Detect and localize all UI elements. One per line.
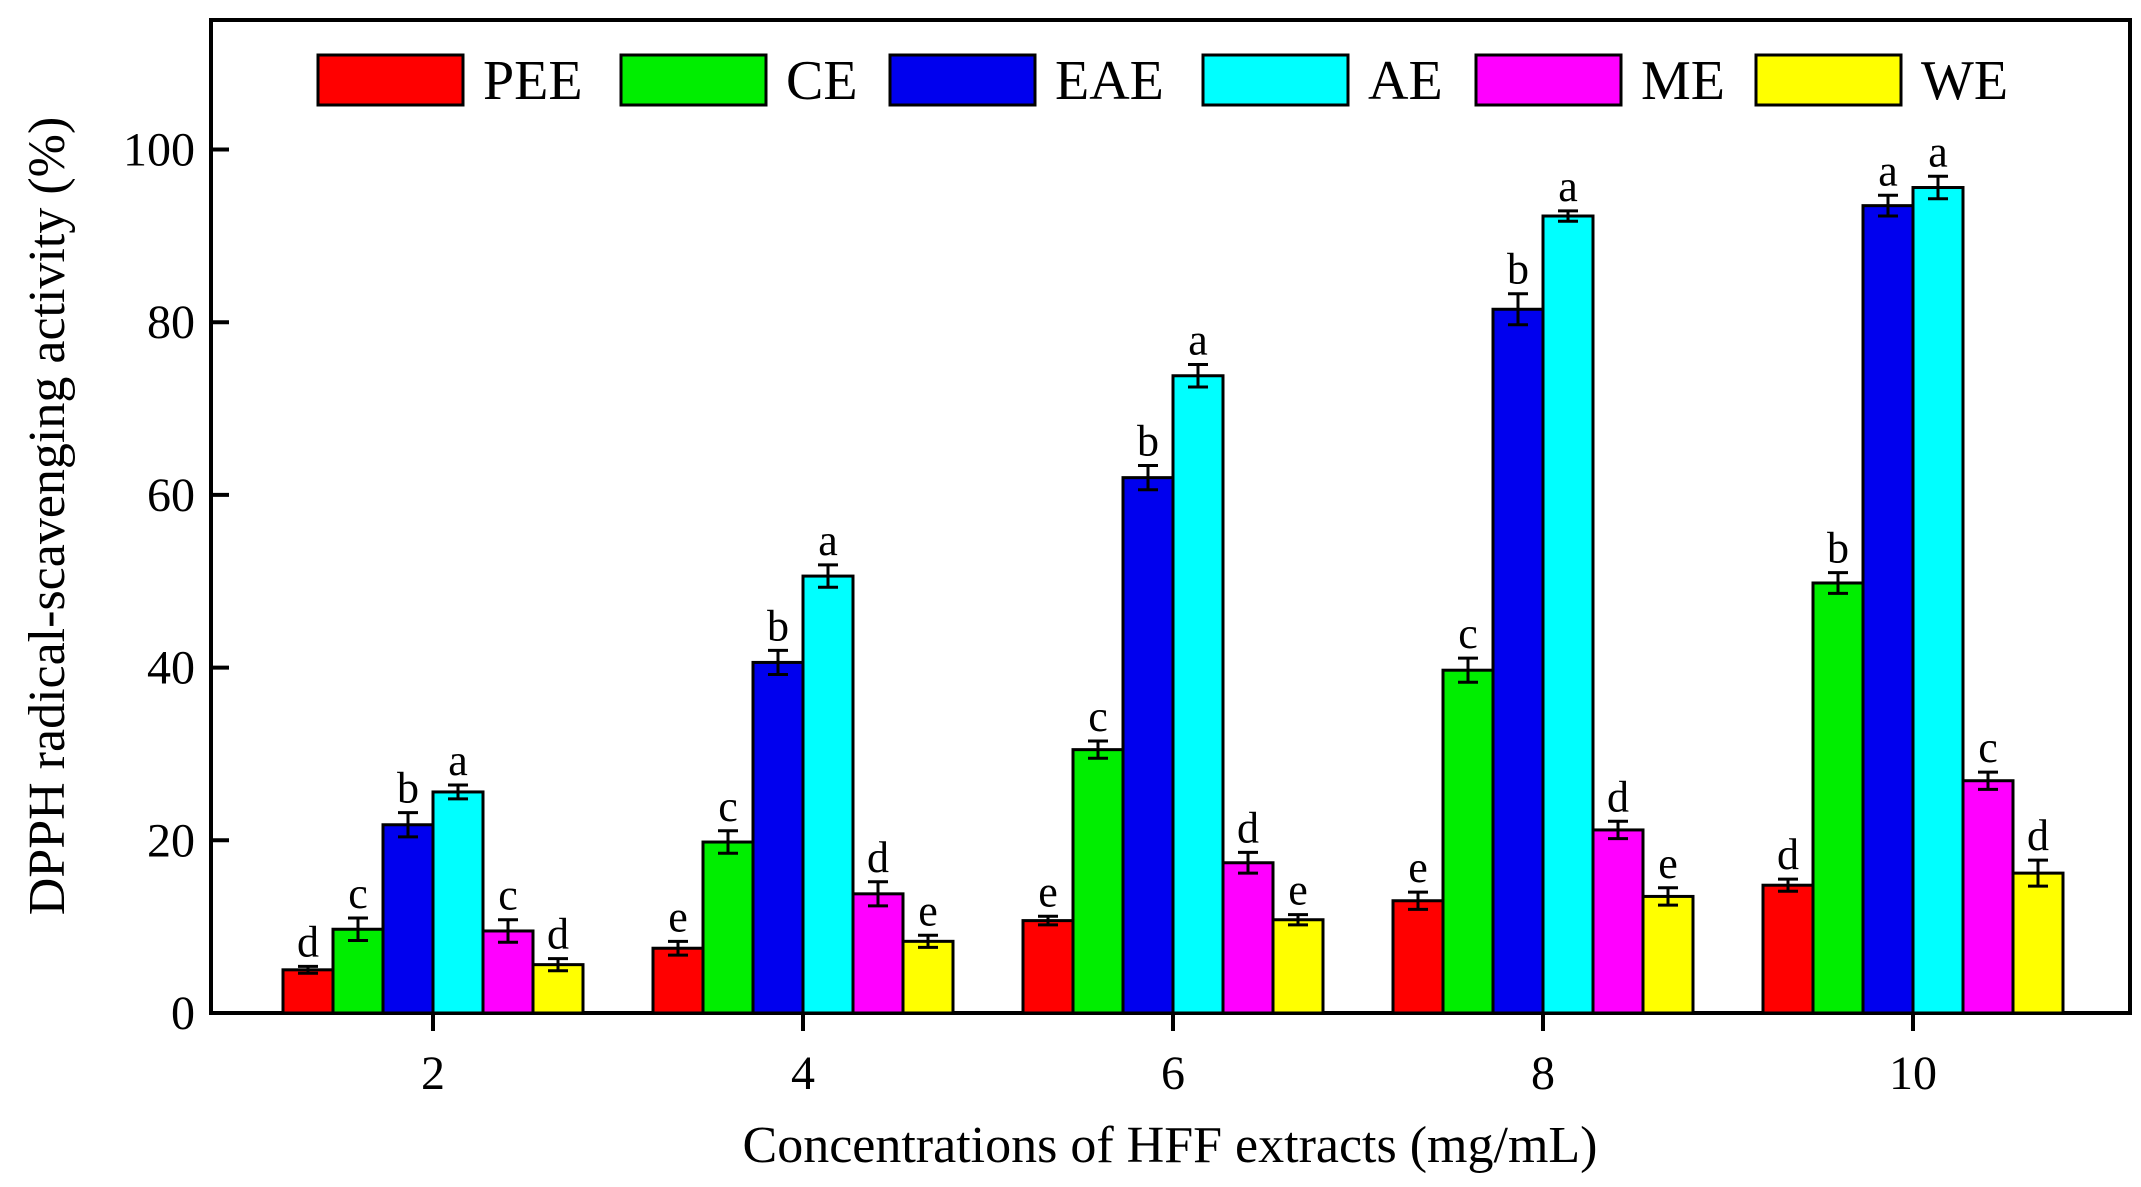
bar-we	[1641, 894, 1695, 1015]
y-tick-label: 0	[171, 987, 195, 1040]
significance-label: d	[1237, 803, 1259, 852]
bar-we	[2011, 871, 2065, 1015]
bar-pee	[1021, 919, 1075, 1015]
significance-label: a	[448, 736, 468, 785]
significance-label: c	[348, 869, 368, 918]
legend: PEE CE EAE AE ME WE	[316, 50, 2008, 112]
bar-we	[901, 939, 955, 1015]
significance-label: a	[818, 516, 838, 565]
bar-eae	[1861, 204, 1915, 1015]
x-tick-label: 8	[1531, 1047, 1555, 1100]
significance-label: d	[1607, 772, 1629, 821]
bar-ae	[1911, 186, 1965, 1015]
bar-eae	[381, 823, 435, 1015]
y-tick-label: 100	[123, 124, 195, 177]
y-tick-label: 20	[147, 814, 195, 867]
significance-label: a	[1188, 316, 1208, 365]
significance-label: c	[1978, 723, 1998, 772]
significance-label: b	[1827, 524, 1849, 573]
significance-label: c	[498, 871, 518, 920]
significance-label: e	[1658, 839, 1678, 888]
bar-pee	[651, 946, 705, 1015]
bar-me	[1221, 861, 1275, 1015]
bar-pee	[1761, 883, 1815, 1015]
bar-eae	[1491, 307, 1545, 1015]
legend-label-pee: PEE	[483, 50, 583, 112]
x-tick-label: 6	[1161, 1047, 1185, 1100]
legend-swatch-eae	[888, 53, 1037, 107]
bar-ce	[701, 840, 755, 1015]
legend-label-ce: CE	[786, 50, 858, 112]
x-axis-label: Concentrations of HFF extracts (mg/mL)	[743, 1117, 1598, 1174]
significance-label: e	[668, 892, 688, 941]
significance-label: a	[1558, 162, 1578, 211]
significance-label: d	[2027, 811, 2049, 860]
y-axis-label: DPPH radical-scavenging activity (%)	[19, 117, 76, 916]
significance-label: d	[867, 833, 889, 882]
significance-label: d	[547, 910, 569, 959]
bar-ae	[801, 574, 855, 1015]
significance-label: d	[1777, 830, 1799, 879]
x-tick-label: 2	[421, 1047, 445, 1100]
significance-label: b	[767, 601, 789, 650]
y-tick-label: 40	[147, 642, 195, 695]
bar-me	[851, 892, 905, 1015]
significance-label: c	[1088, 692, 1108, 741]
significance-label: a	[1928, 127, 1948, 176]
significance-label: c	[1458, 609, 1478, 658]
significance-label: b	[1137, 417, 1159, 466]
bar-we	[1271, 918, 1325, 1015]
significance-label: d	[297, 917, 319, 966]
bar-pee	[1391, 899, 1445, 1015]
x-tick-label: 4	[791, 1047, 815, 1100]
bar-ce	[1441, 668, 1495, 1015]
bar-ae	[1541, 214, 1595, 1015]
bar-ce	[331, 927, 385, 1015]
legend-label-ae: AE	[1368, 50, 1443, 112]
legend-swatch-me	[1474, 53, 1623, 107]
significance-label: b	[397, 764, 419, 813]
significance-label: e	[1408, 843, 1428, 892]
legend-swatch-pee	[316, 53, 465, 107]
bar-ae	[1171, 374, 1225, 1015]
significance-label: b	[1507, 245, 1529, 294]
bar-pee	[281, 968, 335, 1015]
bar-ae	[431, 790, 485, 1015]
bar-ce	[1811, 581, 1865, 1015]
legend-label-we: WE	[1921, 50, 2008, 112]
y-tick-label: 80	[147, 296, 195, 349]
legend-swatch-ce	[619, 53, 768, 107]
bar-eae	[751, 660, 805, 1015]
bar-me	[1591, 828, 1645, 1015]
bar-eae	[1121, 476, 1175, 1015]
significance-label: c	[718, 782, 738, 831]
significance-label: e	[1288, 866, 1308, 915]
significance-label: a	[1878, 146, 1898, 195]
legend-label-me: ME	[1641, 50, 1725, 112]
legend-label-eae: EAE	[1055, 50, 1164, 112]
legend-swatch-ae	[1201, 53, 1350, 107]
legend-swatch-we	[1754, 53, 1903, 107]
x-tick-label: 10	[1889, 1047, 1937, 1100]
axes-layer: 0 20 40 60 80 100 2 4 6 8 10	[123, 124, 1937, 1100]
bar-me	[1961, 779, 2015, 1015]
significance-label: e	[1038, 867, 1058, 916]
bar-ce	[1071, 748, 1125, 1015]
significance-label: e	[918, 886, 938, 935]
y-tick-label: 60	[147, 469, 195, 522]
